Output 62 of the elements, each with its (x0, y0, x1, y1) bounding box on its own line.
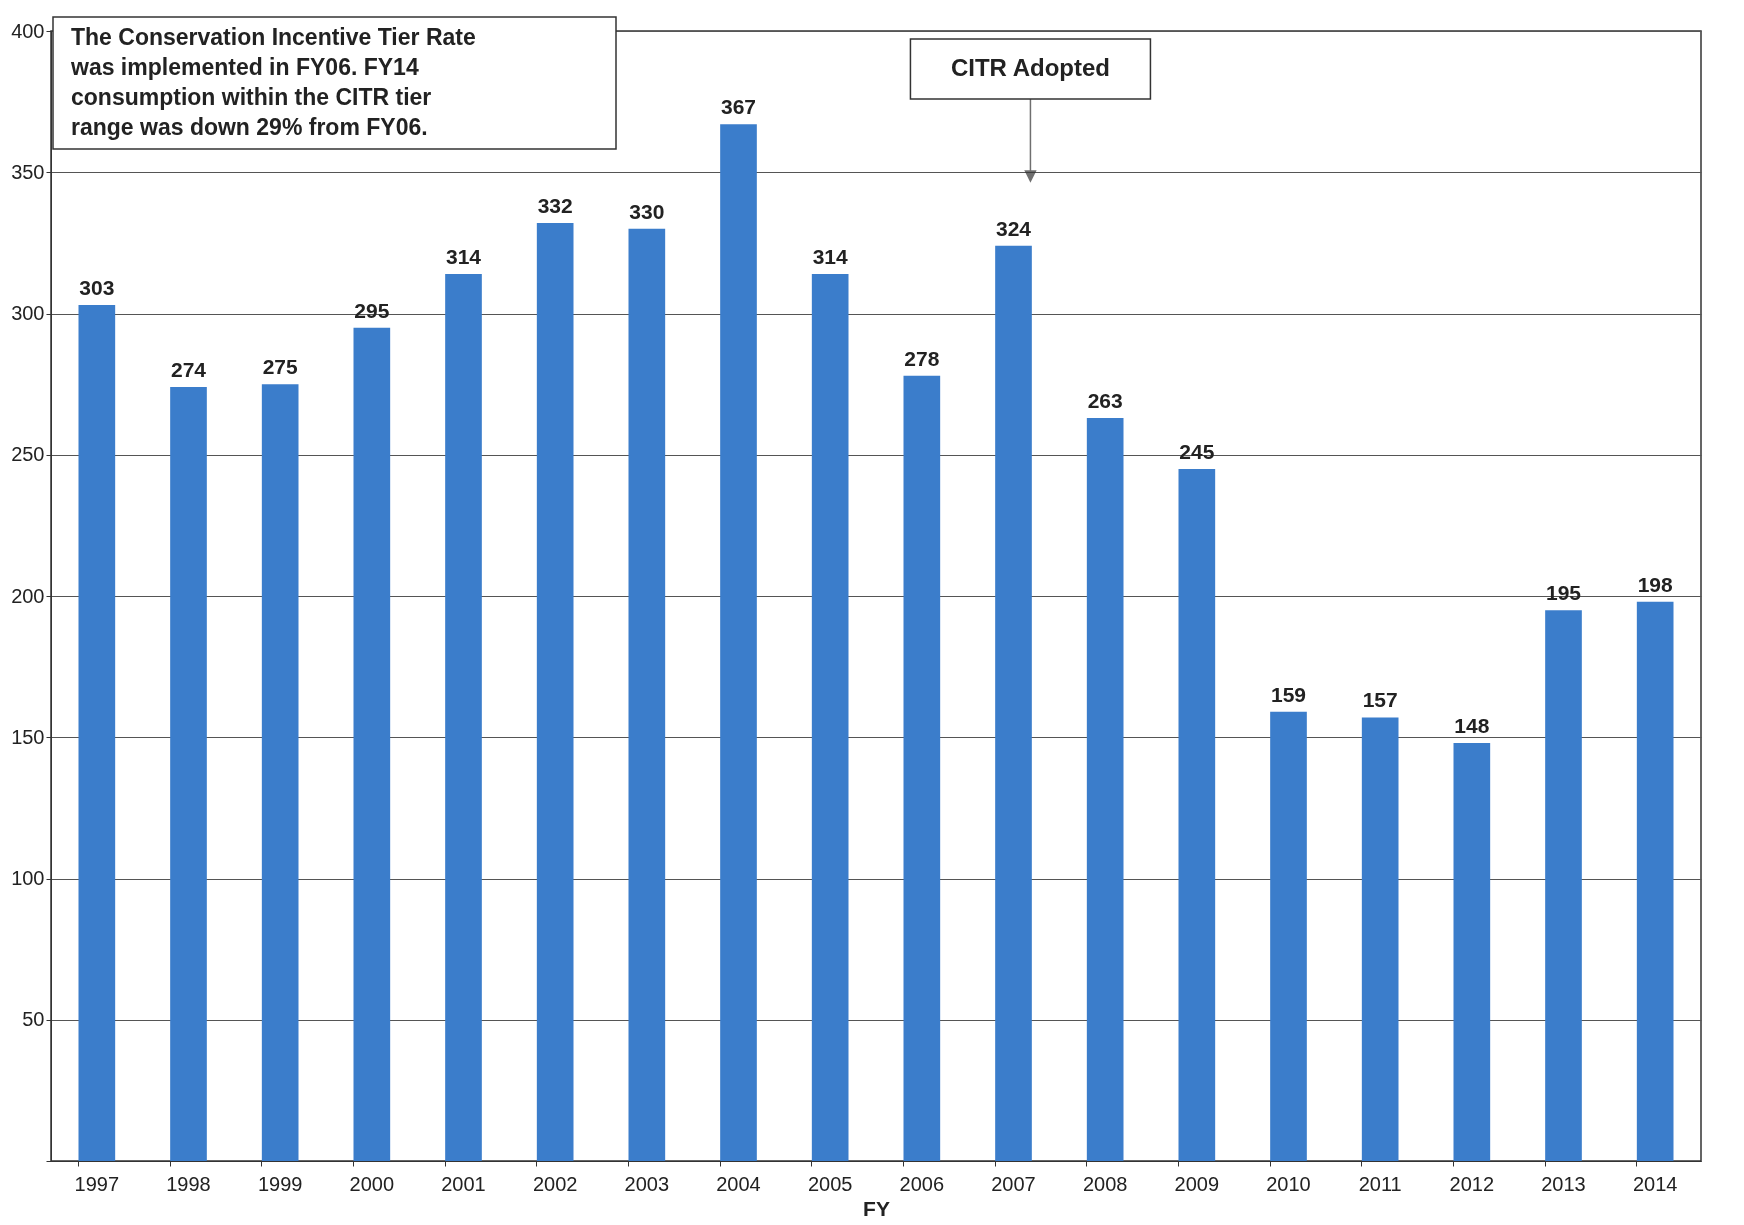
y-tick-label: 150 (11, 725, 45, 748)
bar (1453, 742, 1491, 1161)
data-label: 157 (1362, 688, 1398, 712)
y-tick-label: 250 (11, 443, 45, 466)
x-tick-label: 2007 (991, 1172, 1036, 1195)
data-label: 263 (1087, 389, 1123, 413)
bar (1270, 711, 1307, 1161)
bar (353, 327, 391, 1161)
data-label: 148 (1454, 713, 1490, 737)
bar (1178, 468, 1216, 1161)
bar (78, 305, 116, 1161)
y-tick-label: 100 (11, 867, 45, 889)
bar (811, 273, 849, 1161)
data-label: 159 (1270, 682, 1307, 706)
bar (903, 375, 941, 1161)
bar (628, 228, 666, 1161)
x-tick-label: 2011 (1358, 1172, 1402, 1195)
bar (170, 386, 207, 1161)
y-tick-label: 300 (11, 302, 45, 324)
x-tick-label: 2010 (1266, 1172, 1311, 1195)
bar (1636, 601, 1674, 1161)
x-tick-label: 2013 (1541, 1172, 1586, 1195)
data-label: 314 (812, 244, 848, 268)
x-tick-label: 2005 (807, 1172, 853, 1195)
data-label: 303 (79, 276, 115, 300)
data-label: 274 (170, 357, 207, 381)
x-tick-label: 2009 (1174, 1172, 1220, 1195)
x-tick-label: 2004 (716, 1172, 761, 1195)
data-label: 314 (445, 244, 482, 268)
bar (1086, 418, 1124, 1161)
x-tick-label: 2002 (532, 1172, 578, 1195)
y-tick-label: 350 (11, 160, 45, 183)
y-tick-label: 50 (22, 1008, 45, 1031)
data-label: 278 (904, 346, 940, 370)
x-tick-label: 2006 (899, 1172, 945, 1195)
x-axis-title: FY (863, 1196, 890, 1220)
data-label: 330 (629, 199, 665, 223)
x-tick-label: 2008 (1082, 1172, 1128, 1195)
annotation: CITR Adopted (950, 54, 1110, 81)
bar (720, 124, 757, 1161)
bar (1361, 717, 1399, 1161)
x-tick-label: 1999 (257, 1172, 303, 1195)
bar (995, 245, 1032, 1161)
x-tick-label: 2001 (441, 1172, 486, 1195)
y-tick-label: 400 (11, 19, 45, 42)
data-label: 324 (995, 216, 1032, 240)
x-tick-label: 2000 (349, 1172, 395, 1195)
bar (536, 223, 574, 1161)
data-label: 275 (262, 355, 298, 379)
bar (1545, 610, 1582, 1161)
annotation: The Conservation Incentive Tier Rate was implemented in FY06. FY14 consumption within the CITR tier range was down 29% from FY06. (70, 24, 476, 140)
data-label: 198 (1637, 572, 1673, 596)
bar (261, 384, 299, 1161)
data-label: 332 (537, 194, 573, 218)
y-tick-label: 200 (11, 584, 45, 607)
x-tick-label: 2012 (1449, 1172, 1495, 1195)
x-tick-label: 1997 (74, 1172, 120, 1195)
bar (445, 273, 482, 1161)
x-tick-label: 1998 (166, 1172, 211, 1195)
data-label: 367 (720, 95, 757, 119)
x-tick-label: 2003 (624, 1172, 670, 1195)
x-tick-label: 2014 (1632, 1172, 1678, 1195)
